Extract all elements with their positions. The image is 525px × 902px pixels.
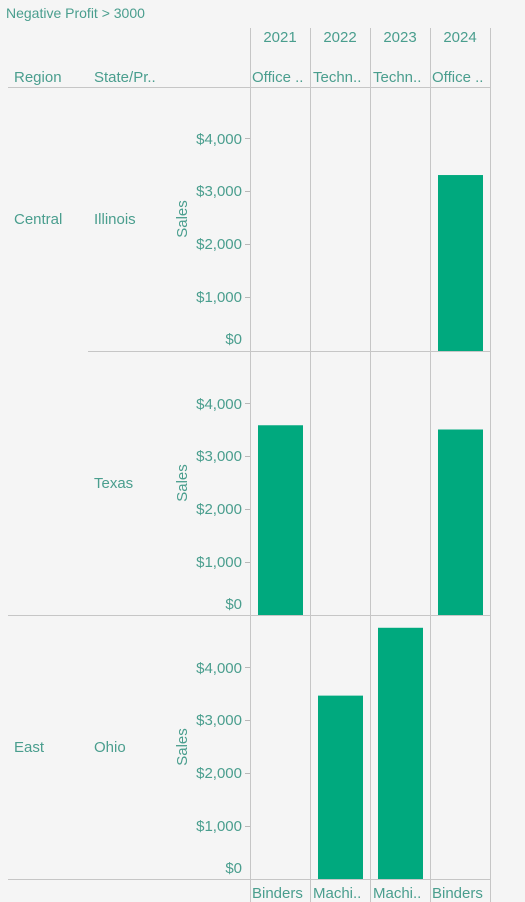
bar-ohio-2023[interactable]	[378, 627, 423, 879]
y-tick-labels: $4,000 $3,000 $2,000 $1,000 $0	[196, 396, 242, 613]
bar-illinois-2024[interactable]	[438, 175, 483, 351]
y-tick-label: $2,000	[196, 765, 242, 782]
year-header-2023: 2023	[383, 29, 416, 46]
region-header: Region	[14, 69, 62, 86]
bottom-category-label: Machi..	[373, 885, 421, 902]
year-header-2024: 2024	[443, 29, 476, 46]
region-label: East	[14, 739, 45, 756]
y-tick-label: $3,000	[196, 183, 242, 200]
grid-lines	[8, 28, 491, 902]
bottom-category-labels: Binders Machi.. Machi.. Binders	[252, 885, 483, 902]
y-axis-title: Sales	[174, 728, 191, 766]
bottom-category-label: Binders	[252, 885, 303, 902]
panel-row-texas: Texas Sales $4,000 $3,000 $2,000 $1,000 …	[94, 396, 483, 615]
y-tick-marks	[245, 667, 250, 827]
top-category-label: Office ..	[252, 69, 303, 86]
y-tick-marks	[245, 403, 250, 563]
y-tick-label: $0	[225, 596, 242, 613]
y-tick-label: $0	[225, 860, 242, 877]
bars	[318, 627, 423, 879]
y-tick-marks	[245, 138, 250, 298]
y-tick-label: $4,000	[196, 396, 242, 413]
state-label: Ohio	[94, 739, 126, 756]
panel-row-illinois: Central Illinois Sales $4,000 $3,000 $2,…	[14, 131, 483, 351]
y-axis-title: Sales	[174, 200, 191, 238]
state-label: Texas	[94, 475, 133, 492]
y-tick-label: $4,000	[196, 131, 242, 148]
top-category-label: Office ..	[432, 69, 483, 86]
y-tick-label: $1,000	[196, 818, 242, 835]
y-tick-labels: $4,000 $3,000 $2,000 $1,000 $0	[196, 131, 242, 348]
year-header-2022: 2022	[323, 29, 356, 46]
y-tick-label: $2,000	[196, 236, 242, 253]
state-header: State/Pr..	[94, 69, 156, 86]
y-tick-labels: $4,000 $3,000 $2,000 $1,000 $0	[196, 660, 242, 877]
chart-title: Negative Profit > 3000	[6, 5, 145, 21]
y-tick-label: $2,000	[196, 501, 242, 518]
bars	[258, 425, 483, 615]
bars	[438, 175, 483, 351]
top-category-label: Techn..	[373, 69, 421, 86]
y-tick-label: $3,000	[196, 448, 242, 465]
year-header-2021: 2021	[263, 29, 296, 46]
y-axis-title: Sales	[174, 464, 191, 502]
y-tick-label: $1,000	[196, 554, 242, 571]
bar-texas-2024[interactable]	[438, 429, 483, 616]
y-tick-label: $0	[225, 331, 242, 348]
state-label: Illinois	[94, 211, 136, 228]
y-tick-label: $4,000	[196, 660, 242, 677]
panel-row-ohio: East Ohio Sales $4,000 $3,000 $2,000 $1,…	[14, 627, 423, 879]
bar-texas-2021[interactable]	[258, 425, 303, 615]
top-category-label: Techn..	[313, 69, 361, 86]
region-label: Central	[14, 211, 62, 228]
bottom-category-label: Machi..	[313, 885, 361, 902]
y-tick-label: $3,000	[196, 712, 242, 729]
y-tick-label: $1,000	[196, 289, 242, 306]
year-headers: 2021 2022 2023 2024	[263, 29, 476, 46]
bar-ohio-2022[interactable]	[318, 695, 363, 879]
top-category-labels: Office .. Techn.. Techn.. Office ..	[252, 69, 483, 86]
bottom-category-label: Binders	[432, 885, 483, 902]
